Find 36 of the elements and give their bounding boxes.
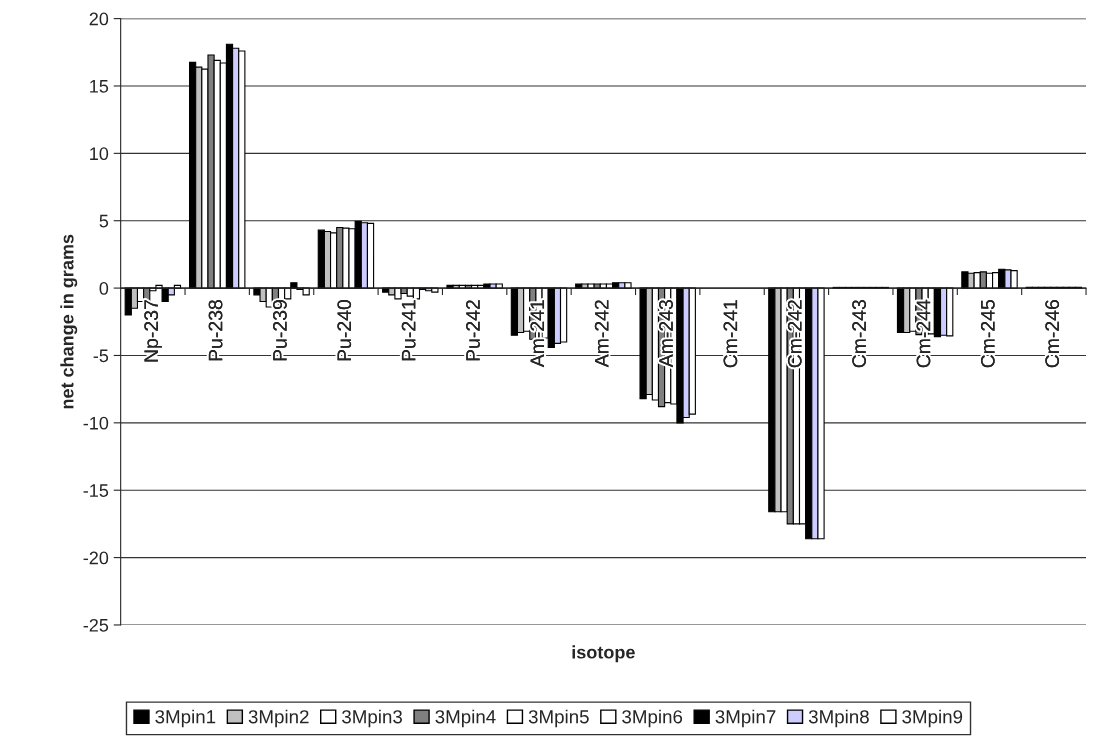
y-tick-label: -10	[83, 416, 109, 430]
legend-label: 3Mpin9	[902, 709, 963, 728]
y-tick-label: 5	[99, 214, 109, 228]
legend-label: 3Mpin4	[435, 709, 496, 728]
y-tick-label: -20	[83, 551, 109, 565]
x-tick-label: Am-242	[594, 300, 609, 368]
x-axis-title: isotope	[572, 645, 635, 663]
legend-label: 3Mpin2	[248, 709, 309, 728]
x-tick-label: Cm-241	[723, 300, 738, 368]
x-tick-label: Cm-245	[980, 300, 995, 368]
y-tick-label: -5	[93, 349, 109, 363]
legend-label: 3Mpin6	[622, 709, 683, 728]
x-tick-label: Cm-242	[787, 300, 802, 368]
y-tick-label: 15	[90, 80, 109, 93]
x-tick-label: Pu-240	[337, 299, 352, 361]
legend-label: 3Mpin5	[528, 709, 589, 728]
y-tick-label: -25	[83, 618, 109, 632]
legend-label: 3Mpin1	[155, 709, 216, 728]
x-tick-label: Am-241	[530, 300, 545, 368]
x-tick-label: Pu-241	[401, 300, 416, 361]
x-tick-label: Pu-238	[208, 300, 223, 361]
y-tick-label: 0	[99, 282, 109, 295]
x-tick-label: Cm-246	[1045, 300, 1060, 368]
x-tick-label: Cm-243	[852, 300, 866, 368]
legend-label: 3Mpin7	[715, 709, 776, 728]
y-axis-title: net change in grams	[60, 234, 78, 409]
y-tick-label: 20	[89, 12, 109, 26]
x-tick-label: Pu-242	[466, 300, 480, 361]
y-tick-label: -15	[83, 484, 109, 497]
x-tick-label: Np-237	[144, 300, 162, 362]
x-tick-label: Pu-239	[273, 300, 287, 361]
legend-label: 3Mpin3	[342, 709, 403, 728]
x-tick-label: Cm-244	[916, 299, 931, 368]
x-tick-label: Am-243	[659, 300, 673, 368]
y-tick-label: 10	[90, 147, 109, 161]
legend-label: 3Mpin8	[808, 709, 869, 728]
